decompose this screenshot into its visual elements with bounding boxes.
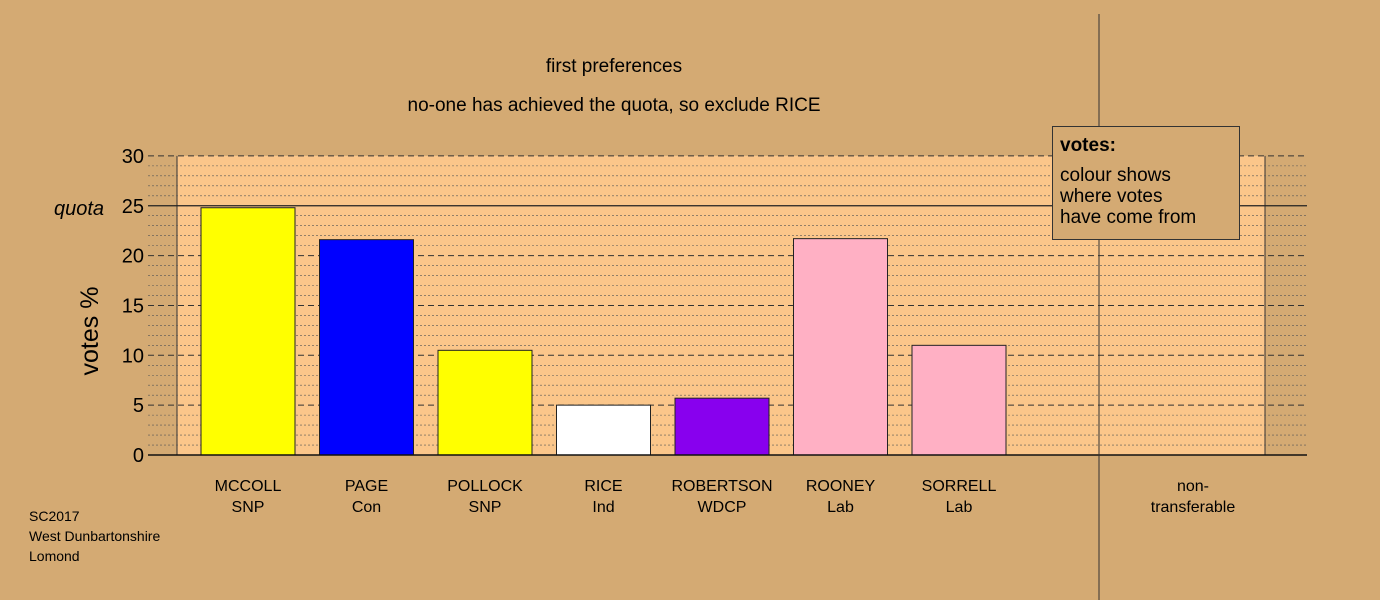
y-axis-label: votes % — [76, 287, 104, 376]
bars — [200, 207, 1007, 456]
x-tick-label: ROONEY — [806, 478, 876, 495]
x-tick-label: SNP — [232, 499, 265, 516]
x-tick-label: Lab — [827, 499, 854, 516]
x-tick-label-non-transferable: transferable — [1151, 499, 1236, 516]
footer-caption: SC2017 West Dunbartonshire Lomond — [29, 506, 160, 566]
chart-title: first preferences — [546, 56, 682, 77]
quota-label: quota — [54, 198, 104, 220]
x-tick-label: SNP — [469, 499, 502, 516]
legend: votes: colour shows where votes have com… — [1052, 126, 1240, 240]
x-tick-label: SORRELL — [922, 478, 997, 495]
bar-mccoll — [200, 207, 296, 456]
y-tick-label: 10 — [122, 345, 144, 367]
bar-pollock — [437, 349, 533, 456]
bar-sorrell — [911, 344, 1007, 456]
x-tick-label: Ind — [592, 499, 614, 516]
footer-line: SC2017 — [29, 508, 80, 524]
footer-line: West Dunbartonshire — [29, 528, 161, 544]
bar-rooney — [793, 238, 888, 456]
x-tick-label: Lab — [946, 499, 973, 516]
axes: MCCOLL SNP PAGE Con POLLOCK SNP RICE Ind ROBERTS… — [122, 14, 1307, 600]
bar-page — [319, 239, 414, 456]
legend-title: votes: — [1060, 135, 1116, 156]
x-tick-label: ROBERTSON — [671, 478, 772, 495]
y-tick-label: 5 — [133, 395, 144, 417]
x-tick-label-non-transferable: non- — [1177, 478, 1209, 495]
y-tick-label: 20 — [122, 246, 144, 268]
footer-line: Lomond — [29, 548, 80, 564]
chart-subtitle: no-one has achieved the quota, so exclud… — [408, 95, 821, 116]
x-tick-label: Con — [352, 499, 381, 516]
y-tick-label: 15 — [122, 295, 144, 317]
x-tick-label: PAGE — [345, 478, 388, 495]
x-tick-label: WDCP — [698, 499, 747, 516]
bar-rice — [556, 404, 651, 456]
y-tick-label: 0 — [133, 445, 144, 467]
x-tick-label: POLLOCK — [447, 478, 523, 495]
x-tick-label: RICE — [584, 478, 622, 495]
x-tick-label: MCCOLL — [215, 478, 282, 495]
bar-robertson — [674, 397, 770, 456]
legend-text: colour shows where votes have come from — [1060, 165, 1197, 228]
y-tick-label: 25 — [122, 196, 144, 218]
y-tick-label: 30 — [122, 146, 144, 168]
